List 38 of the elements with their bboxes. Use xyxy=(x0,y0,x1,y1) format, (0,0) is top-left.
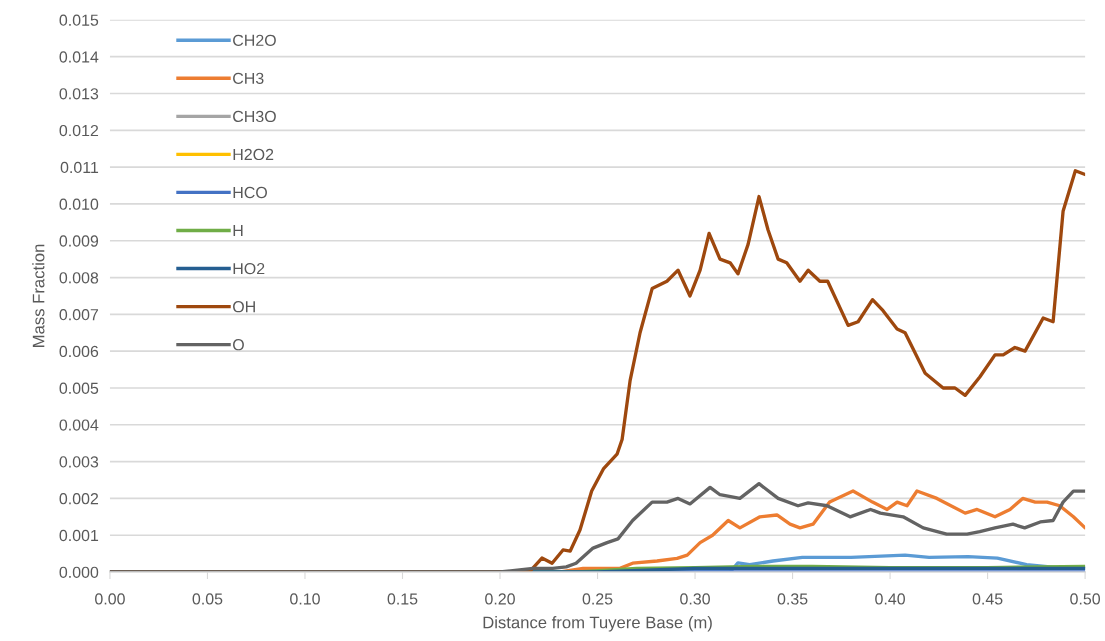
x-tick-label: 0.05 xyxy=(192,593,223,605)
x-tick-label: 0.15 xyxy=(387,593,418,605)
y-tick-label: 0.015 xyxy=(59,14,99,26)
legend-label: H2O2 xyxy=(233,148,274,161)
y-tick-label: 0.013 xyxy=(59,88,99,100)
x-tick-label: 0.40 xyxy=(875,593,905,605)
legend-label: CH3O xyxy=(233,110,276,123)
y-tick-label: 0.008 xyxy=(59,272,99,284)
y-axis-title: Mass Fraction xyxy=(32,244,45,347)
x-tick-label: 0.50 xyxy=(1070,593,1101,605)
y-tick-label: 0.004 xyxy=(59,419,99,431)
y-tick-label: 0.005 xyxy=(59,382,99,394)
x-tick-label: 0.10 xyxy=(290,593,320,605)
x-tick-label: 0.30 xyxy=(680,593,710,605)
y-tick-label: 0.006 xyxy=(59,345,99,358)
y-tick-label: 0.002 xyxy=(59,493,99,505)
x-axis-title: Distance from Tuyere Base (m) xyxy=(483,616,712,632)
legend-label: OH xyxy=(233,301,255,313)
y-tick-label: 0.001 xyxy=(59,529,99,542)
x-tick-label: 0.00 xyxy=(95,593,125,605)
legend-label: O xyxy=(233,339,244,351)
y-tick-label: 0.010 xyxy=(59,198,99,210)
y-tick-label: 0.007 xyxy=(59,308,99,321)
y-tick-label: 0.011 xyxy=(60,161,99,174)
y-tick-label: 0.012 xyxy=(59,124,99,137)
x-tick-label: 0.35 xyxy=(777,593,808,605)
legend-label: H xyxy=(233,225,243,237)
legend-label: HO2 xyxy=(233,262,265,275)
x-tick-label: 0.45 xyxy=(972,593,1003,605)
legend-label: HCO xyxy=(233,186,267,199)
y-tick-label: 0.009 xyxy=(59,235,99,247)
y-tick-label: 0.003 xyxy=(59,456,99,468)
legend-label: CH2O xyxy=(233,34,276,46)
y-tick-label: 0.014 xyxy=(59,51,99,63)
y-tick-label: 0.000 xyxy=(59,566,99,578)
x-tick-label: 0.20 xyxy=(485,593,515,605)
legend-label: CH3 xyxy=(233,72,264,85)
x-tick-label: 0.25 xyxy=(582,593,613,605)
